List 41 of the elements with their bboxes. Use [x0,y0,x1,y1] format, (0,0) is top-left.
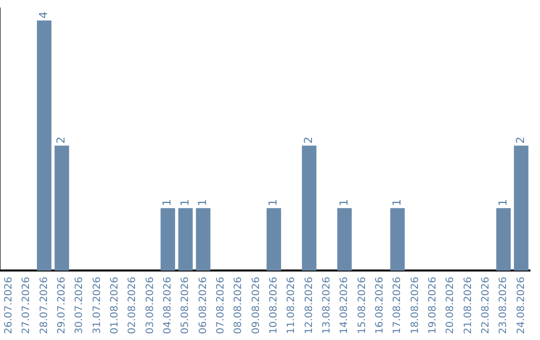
data-label: 1 [196,199,210,206]
x-tick-label: 11.08.2026 [286,276,298,334]
x-tick-label: 14.08.2026 [339,276,350,334]
data-label: 1 [390,199,404,206]
data-label: 2 [514,136,528,144]
data-label: 2 [302,136,316,144]
data-label: 1 [496,199,510,206]
x-tick-label: 13.08.2026 [321,276,332,334]
x-tick-label: 04.08.2026 [162,276,174,334]
x-tick-label: 05.08.2026 [180,276,192,334]
x-tick-label: 29.07.2026 [56,276,68,334]
x-tick-label: 28.07.2026 [38,276,50,334]
x-tick-label: 12.08.2026 [304,276,315,334]
data-label: 4 [37,12,50,19]
x-tick-label: 09.08.2026 [250,276,262,334]
data-label: 1 [266,199,280,206]
x-tick-label: 07.08.2026 [215,276,226,334]
x-tick-label: 20.08.2026 [445,276,456,334]
x-tick-label: 19.08.2026 [427,276,438,334]
x-tick-label: 03.08.2026 [144,276,156,334]
x-tick-label: 18.08.2026 [410,276,421,334]
x-tick-label: 06.08.2026 [198,276,209,334]
x-tick-label: 30.07.2026 [74,276,86,334]
data-label: 1 [337,199,350,206]
x-tick-label: 26.07.2026 [3,276,14,334]
data-label: 1 [160,199,174,206]
data-label: 2 [54,136,68,144]
x-tick-label: 21.08.2026 [462,276,474,334]
x-tick-label: 15.08.2026 [356,276,368,334]
x-tick-label: 02.08.2026 [127,276,138,334]
x-tick-label: 24.08.2026 [516,276,527,334]
x-tick-label: 22.08.2026 [480,276,492,334]
x-tick-label: 31.07.2026 [92,276,103,334]
x-tick-label: 01.08.2026 [109,276,120,334]
x-tick-label: 27.07.2026 [21,276,32,334]
x-tick-label: 17.08.2026 [392,276,404,334]
x-tick-label: 16.08.2026 [374,276,386,334]
x-tick-label: 23.08.2026 [498,276,510,334]
x-tick-label: 10.08.2026 [268,276,280,334]
x-tick-label: 08.08.2026 [233,276,244,334]
data-label: 1 [178,199,192,206]
